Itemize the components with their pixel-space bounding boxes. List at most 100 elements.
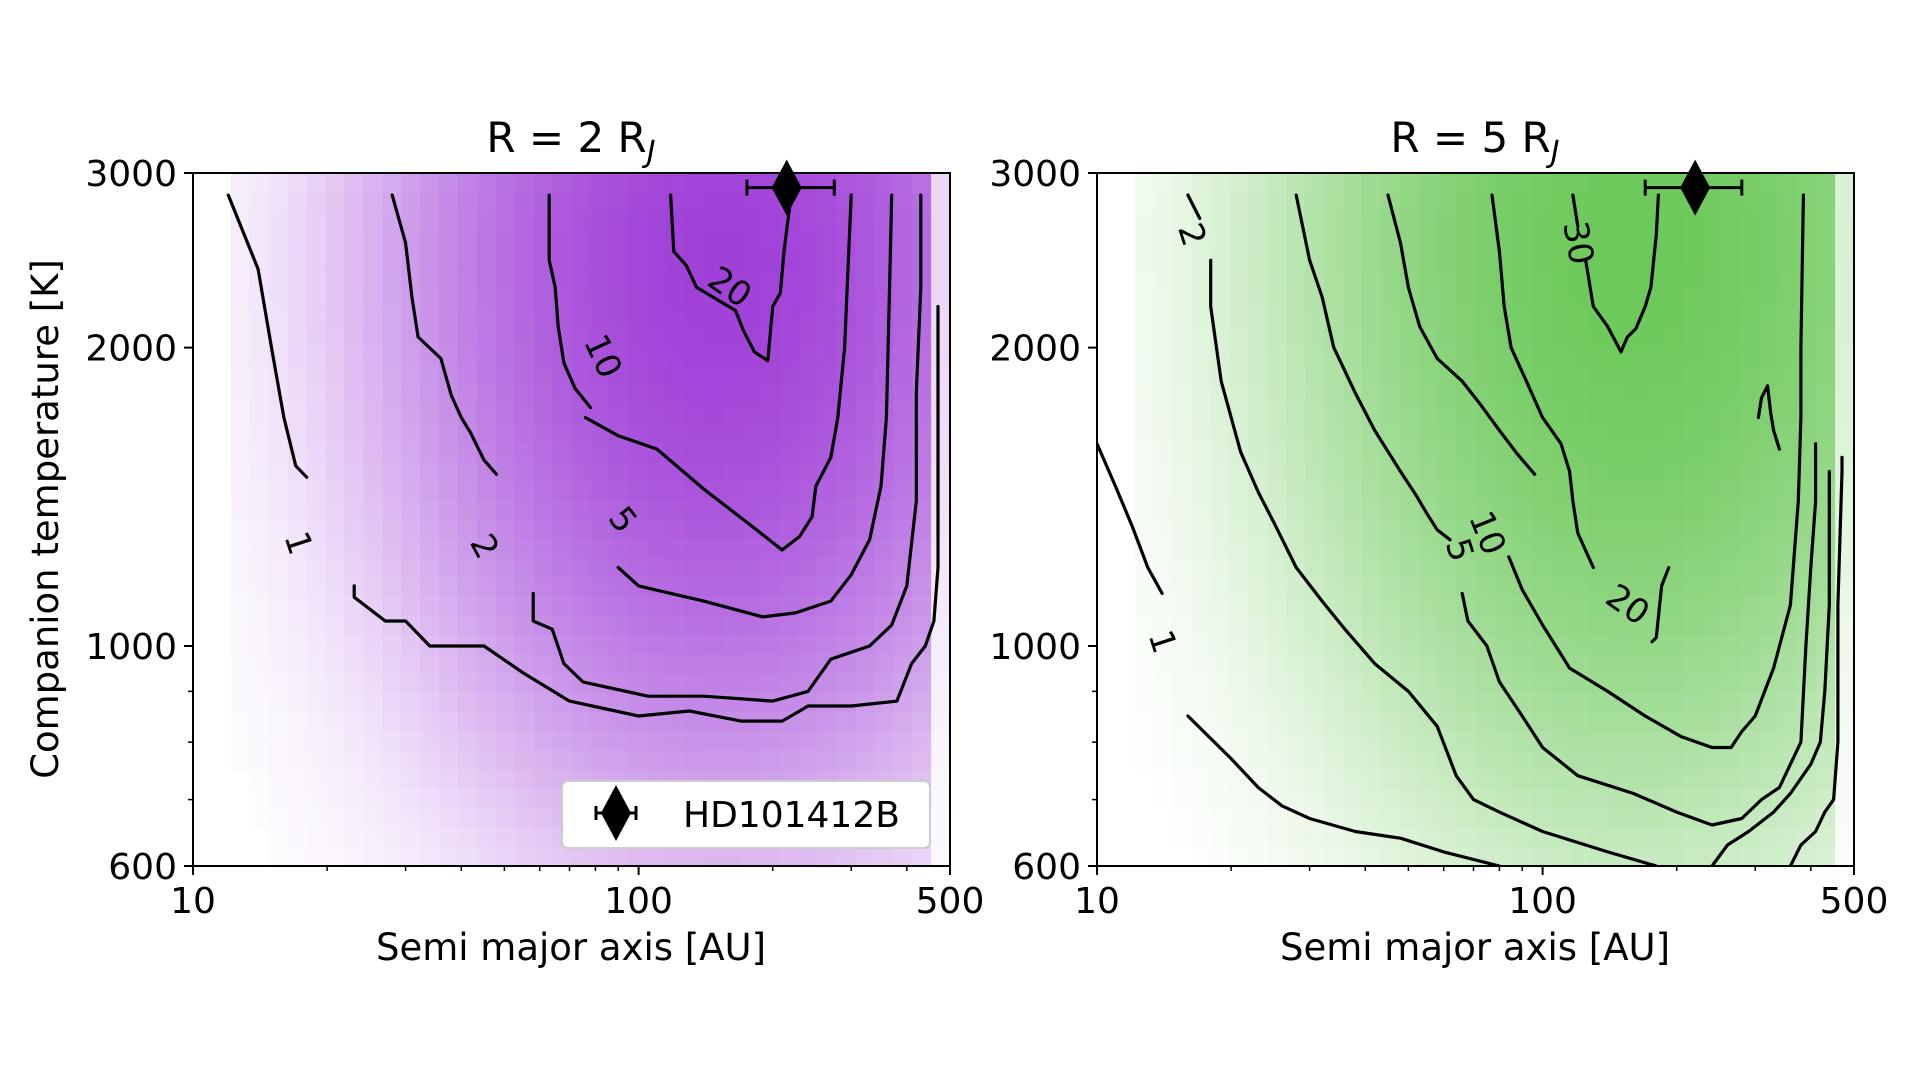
heatmap-cell (836, 654, 856, 675)
heatmap-cell (1286, 827, 1306, 848)
heatmap-cell (912, 712, 932, 732)
heatmap-cell (1778, 481, 1798, 501)
heatmap-cell (552, 731, 573, 752)
heatmap-cell (439, 596, 459, 617)
heatmap-cell (1305, 384, 1325, 405)
heatmap-cell (1532, 481, 1552, 501)
plot-frame (1096, 172, 1855, 867)
heatmap-cell (1362, 192, 1382, 213)
heatmap-cell (420, 192, 440, 213)
heatmap-cell (514, 635, 535, 655)
heatmap-cell (817, 712, 837, 732)
heatmap-cell (685, 846, 705, 866)
heatmap-cell (1683, 712, 1704, 732)
heatmap-cell (1305, 808, 1325, 829)
heatmap-cell (268, 423, 289, 444)
heatmap-cell (495, 404, 516, 424)
panel-title: R = 2 RJ (486, 113, 655, 170)
heatmap-cell (1608, 654, 1628, 675)
heatmap-cell (552, 673, 573, 694)
heatmap-cell (363, 500, 383, 521)
heatmap-cell (855, 673, 875, 694)
heatmap-cell (439, 346, 459, 367)
heatmap-cell (1134, 365, 1155, 386)
heatmap-cell (779, 712, 800, 732)
heatmap-cell (798, 346, 819, 367)
heatmap-cell (798, 365, 819, 386)
heatmap-cell (1740, 538, 1760, 559)
heatmap-cell (1589, 615, 1609, 636)
heatmap-cell (533, 596, 554, 617)
heatmap-cell (552, 846, 573, 866)
heatmap-cell (1513, 558, 1533, 578)
heatmap-cell (1305, 654, 1325, 675)
heatmap-cell (1191, 192, 1212, 213)
heatmap-cell (1494, 558, 1514, 578)
heatmap-cell (1172, 461, 1193, 482)
heatmap-cell (1778, 192, 1798, 213)
heatmap-cell (401, 404, 421, 424)
heatmap-cell (457, 731, 478, 752)
heatmap-cell (1343, 192, 1363, 213)
heatmap-cell (647, 654, 667, 675)
heatmap-cell (855, 269, 875, 290)
heatmap-cell (382, 731, 402, 752)
heatmap-cell (1702, 596, 1723, 617)
heatmap-cell (1513, 731, 1533, 752)
heatmap-cell (1286, 846, 1306, 866)
heatmap-cell (1702, 442, 1723, 463)
contour-line-level-1 (1186, 714, 1501, 866)
heatmap-cell (1456, 423, 1477, 444)
heatmap-cell (420, 481, 440, 501)
heatmap-cell (1399, 384, 1420, 405)
heatmap-cell (1778, 384, 1798, 405)
heatmap-cell (571, 442, 591, 463)
heatmap-cell (1513, 827, 1533, 848)
heatmap-cell (628, 404, 648, 424)
heatmap-cell (230, 615, 251, 636)
heatmap-cell (363, 712, 383, 732)
heatmap-cell (1683, 307, 1704, 328)
heatmap-cell (420, 712, 440, 732)
heatmap-cell (1816, 558, 1836, 578)
heatmap-cell (1608, 404, 1628, 424)
heatmap-cell (382, 789, 402, 809)
heatmap-cell (571, 211, 591, 232)
heatmap-cell (495, 192, 516, 213)
heatmap-cell (1324, 712, 1344, 732)
heatmap-cell (571, 596, 591, 617)
heatmap-cell (1172, 346, 1193, 367)
heatmap-cell (457, 596, 478, 617)
heatmap-cell (1664, 538, 1685, 559)
heatmap-cell (1494, 269, 1514, 290)
heatmap-cell (798, 461, 819, 482)
heatmap-cell (1267, 596, 1287, 617)
heatmap-cell (1191, 827, 1212, 848)
heatmap-cell (1305, 365, 1325, 386)
heatmap-cell (590, 750, 610, 771)
heatmap-cell (1816, 442, 1836, 463)
heatmap-cell (1305, 192, 1325, 213)
heatmap-cell (571, 750, 591, 771)
heatmap-cell (1305, 519, 1325, 540)
heatmap-cell (1626, 365, 1647, 386)
heatmap-cell (363, 538, 383, 559)
heatmap-cell (1740, 673, 1760, 694)
heatmap-cell (647, 846, 667, 866)
heatmap-cell (1267, 288, 1287, 309)
heatmap-cell (893, 731, 913, 752)
heatmap-cell (1437, 635, 1458, 655)
heatmap-cell (249, 769, 270, 790)
heatmap-cell (1362, 461, 1382, 482)
heatmap-cell (476, 250, 497, 270)
heatmap-cell (1267, 461, 1287, 482)
heatmap-cell (1267, 211, 1287, 232)
heatmap-cell (1286, 789, 1306, 809)
legend-marker (594, 785, 638, 841)
heatmap-cell (325, 827, 345, 848)
heatmap-cell (287, 596, 308, 617)
heatmap-cell (1248, 327, 1268, 347)
heatmap-cell (1778, 769, 1798, 790)
contour-line-level-2 (1710, 469, 1831, 866)
heatmap-cell (325, 327, 345, 347)
